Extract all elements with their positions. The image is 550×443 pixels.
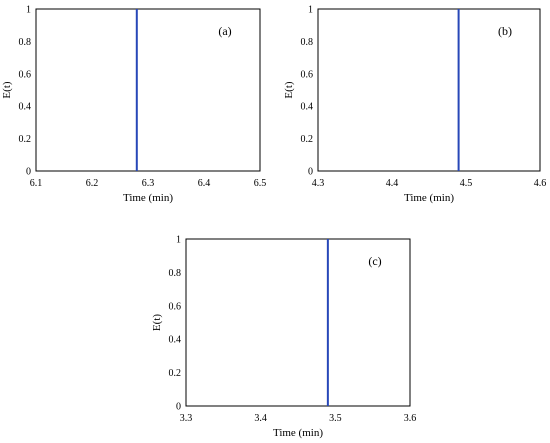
x-tick-label: 3.4 (254, 413, 267, 424)
y-tick-label: 0.2 (301, 134, 314, 145)
x-tick-label: 4.3 (312, 178, 325, 189)
panel-label: (b) (498, 24, 512, 38)
x-tick-label: 3.6 (404, 413, 417, 424)
y-tick-label: 1 (176, 235, 181, 246)
x-tick-label: 6.4 (198, 178, 211, 189)
panel-label: (c) (368, 254, 381, 268)
y-axis-label: E(t) (151, 314, 163, 331)
y-tick-label: 0 (176, 402, 181, 413)
x-axis-label: Time (min) (404, 192, 454, 204)
y-tick-label: 0.6 (19, 69, 32, 80)
y-tick-label: 0.4 (301, 102, 314, 113)
x-tick-label: 4.6 (534, 178, 547, 189)
y-tick-label: 0.6 (301, 69, 314, 80)
x-tick-label: 4.4 (386, 178, 399, 189)
y-tick-label: 0.8 (169, 268, 182, 279)
plot-frame (317, 8, 541, 172)
x-axis-label: Time (min) (123, 192, 173, 204)
y-tick-label: 0.2 (169, 368, 182, 379)
chart-panel: 0 0.2 0.4 0.6 0.8 1 6.1 6.2 6.3 6.4 6.5 Time (min) E… (1, 5, 266, 205)
y-tick-label: 0.8 (19, 37, 32, 48)
y-axis-label: E(t) (1, 81, 13, 98)
y-tick-label: 0.2 (19, 134, 32, 145)
x-tick-label: 6.5 (254, 178, 267, 189)
x-tick-label: 6.3 (142, 178, 155, 189)
x-tick-label: 3.5 (329, 413, 342, 424)
y-axis-label: E(t) (283, 81, 295, 98)
panel-label: (a) (218, 24, 231, 38)
plot-frame (185, 238, 411, 407)
x-tick-label: 6.1 (30, 178, 43, 189)
y-tick-label: 0.4 (169, 335, 182, 346)
x-tick-label: 3.3 (180, 413, 193, 424)
chart-panel: 0 0.2 0.4 0.6 0.8 1 4.3 4.4 4.5 4.6 Time (min) E(t)… (283, 5, 546, 205)
chart-panel: 0 0.2 0.4 0.6 0.8 1 3.3 3.4 3.5 3.6 Time (min) E(t)… (151, 235, 416, 440)
y-tick-label: 1 (308, 5, 313, 16)
y-tick-label: 0.4 (19, 102, 32, 113)
x-tick-label: 6.2 (86, 178, 99, 189)
plot-frame (35, 8, 261, 172)
y-tick-label: 0.8 (301, 37, 314, 48)
y-tick-label: 0 (26, 167, 31, 178)
x-tick-label: 4.5 (460, 178, 473, 189)
y-tick-label: 1 (26, 5, 31, 16)
y-tick-label: 0.6 (169, 301, 182, 312)
y-tick-label: 0 (308, 167, 313, 178)
x-axis-label: Time (min) (273, 427, 323, 439)
